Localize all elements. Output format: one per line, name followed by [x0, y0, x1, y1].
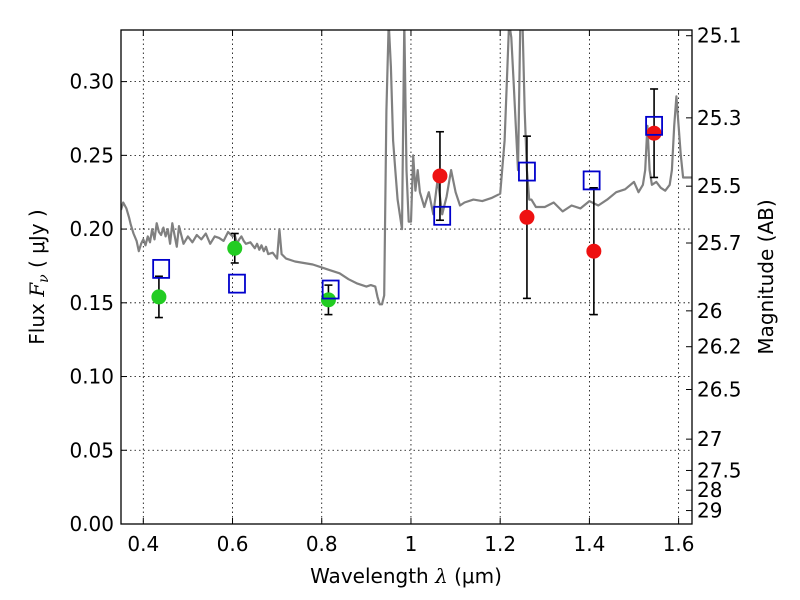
square-marker	[228, 273, 246, 294]
circle-marker	[151, 289, 167, 305]
y2-tick-label: 26	[697, 299, 722, 323]
y-axis-title: Flux Fν ( μJy )	[25, 209, 52, 344]
model-spectrum-line	[121, 30, 692, 306]
square-marker	[152, 258, 171, 279]
y-tick-label: 0.30	[69, 70, 114, 94]
x-axis-title: Wavelength λ (μm)	[310, 564, 502, 588]
circle-marker	[586, 243, 602, 259]
y2-tick-label: 28	[697, 478, 722, 502]
y-tick-label: 0.00	[69, 512, 114, 536]
y2-tick-label: 26.5	[697, 378, 742, 402]
y2-axis-title: Magnitude (AB)	[754, 199, 778, 354]
circle-marker	[646, 125, 662, 141]
y2-tick-label: 26.2	[697, 335, 742, 359]
square-marker	[645, 115, 663, 136]
axis-ticks: 0.4 0.6 0.8 1 1.2 1.4 1.6 0.00 0.05 0.10 0.15 0.20 0…	[69, 24, 741, 556]
y2-tick-label: 29	[697, 499, 722, 523]
y-tick-label: 0.05	[69, 438, 114, 462]
circle-marker	[320, 292, 336, 308]
x-tick-label: 0.6	[217, 532, 249, 556]
y2-tick-label: 27	[697, 427, 722, 451]
x-tick-label: 1.4	[573, 532, 605, 556]
circle-marker	[519, 209, 535, 225]
y-tick-label: 0.15	[69, 291, 114, 315]
data-points	[151, 88, 663, 319]
circle-marker	[432, 168, 448, 184]
model-spectrum	[121, 30, 692, 306]
y-tick-label: 0.20	[69, 217, 114, 241]
y2-tick-label: 27.5	[697, 458, 742, 482]
x-tick-label: 1.6	[663, 532, 695, 556]
x-tick-label: 1.2	[484, 532, 516, 556]
square-marker	[582, 170, 601, 191]
y2-tick-label: 25.1	[697, 24, 742, 48]
y-tick-label: 0.10	[69, 365, 114, 389]
circle-marker	[227, 240, 243, 256]
y2-tick-label: 25.5	[697, 174, 742, 198]
square-marker	[518, 161, 536, 182]
square-marker	[321, 279, 340, 300]
plot-frame	[120, 29, 693, 525]
x-tick-label: 0.8	[306, 532, 338, 556]
y2-tick-label: 25.7	[697, 231, 742, 255]
y2-tick-label: 25.3	[697, 106, 742, 130]
y-tick-label: 0.25	[69, 143, 114, 167]
x-tick-label: 1	[405, 532, 418, 556]
square-marker	[433, 205, 452, 226]
x-tick-label: 0.4	[127, 532, 159, 556]
